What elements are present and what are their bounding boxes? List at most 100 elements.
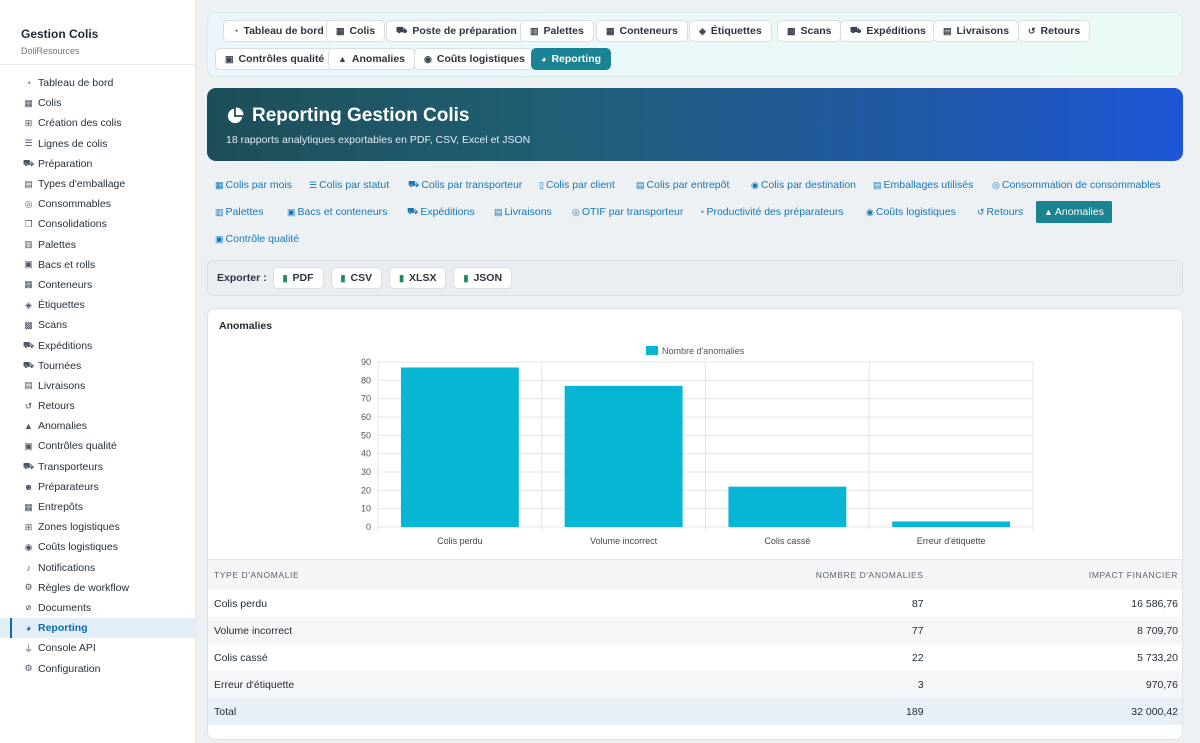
pallet-icon: ▥ [530, 25, 539, 36]
report-link-colis-par-client[interactable]: ▯ Colis par client [535, 175, 619, 195]
report-link-anomalies[interactable]: ▲ Anomalies [1036, 201, 1112, 223]
report-link-label: Colis par client [545, 179, 615, 191]
report-link-label: Anomalies [1054, 206, 1104, 218]
table-cell: 5 733,20 [929, 644, 1182, 671]
tab-expeditions[interactable]: ⛟ Expéditions [840, 20, 936, 42]
sidebar-item-couts-logistiques[interactable]: ◉ Coûts logistiques [0, 537, 195, 557]
sidebar-item-palettes[interactable]: ▥ Palettes [0, 235, 195, 255]
report-link-colis-par-mois[interactable]: ▦ Colis par mois [211, 175, 296, 195]
tab-etiquettes[interactable]: ◈ Étiquettes [689, 20, 772, 42]
report-link-livraisons[interactable]: ▤ Livraisons [490, 202, 556, 222]
sidebar-item-preparation[interactable]: ⛟ Préparation [0, 154, 195, 174]
tab-conteneurs[interactable]: ▦ Conteneurs [596, 20, 688, 42]
x-tick-label: Colis cassé [764, 536, 810, 546]
truck-icon: ⛟ [22, 460, 35, 471]
undo-icon: ↺ [24, 400, 33, 411]
sidebar-item-label: Contrôles qualité [38, 440, 117, 453]
bar-colis-casse [728, 486, 847, 527]
sidebar-item-retours[interactable]: ↺ Retours [0, 396, 195, 416]
sidebar-item-zones-logistiques[interactable]: ⊞ Zones logistiques [0, 517, 195, 537]
report-link-retours[interactable]: ↺ Retours [973, 202, 1027, 222]
sidebar-item-livraisons[interactable]: ▤ Livraisons [0, 376, 195, 396]
sidebar-item-creation-des-colis[interactable]: ⊞ Création des colis [0, 113, 195, 133]
sidebar-item-expeditions[interactable]: ⛟ Expéditions [0, 335, 195, 355]
tab-couts-logistiques[interactable]: ◉ Coûts logistiques [414, 48, 535, 70]
tab-retours[interactable]: ↺ Retours [1018, 20, 1091, 42]
chart-pie-icon [227, 107, 244, 124]
sidebar-item-regles-de-workflow[interactable]: ⚙ Règles de workflow [0, 578, 195, 598]
undo-icon: ↺ [1028, 25, 1036, 36]
report-link-expeditions[interactable]: ⛟ Expéditions [403, 202, 479, 222]
total-cell: Total [208, 698, 628, 725]
tab-anomalies[interactable]: ▲ Anomalies [328, 48, 416, 70]
export-csv-button[interactable]: ▮ CSV [330, 267, 383, 289]
sidebar-item-preparateurs[interactable]: ☻ Préparateurs [0, 477, 195, 497]
tab-colis[interactable]: ▦ Colis [326, 20, 386, 42]
sidebar-item-types-d-emballage[interactable]: ▤ Types d'emballage [0, 174, 195, 194]
tab-palettes[interactable]: ▥ Palettes [520, 20, 594, 42]
sidebar-item-bacs-et-rolls[interactable]: ▣ Bacs et rolls [0, 255, 195, 275]
sidebar-item-scans[interactable]: ▩ Scans [0, 315, 195, 335]
sidebar-item-tournees[interactable]: ⛟ Tournées [0, 356, 195, 376]
sidebar-item-label: Documents [38, 601, 92, 614]
sidebar-item-controles-qualite[interactable]: ▣ Contrôles qualité [0, 436, 195, 456]
report-link-colis-par-destination[interactable]: ◉ Colis par destination [747, 175, 860, 195]
legend-swatch [646, 346, 658, 355]
table-row: Volume incorrect 77 8 709,70 [208, 617, 1182, 644]
y-tick-label: 0 [366, 522, 371, 532]
tab-label: Poste de préparation [412, 25, 517, 37]
report-link-colis-par-entrepot[interactable]: ▤ Colis par entrepôt [632, 175, 733, 195]
sidebar-item-consolidations[interactable]: ❐ Consolidations [0, 214, 195, 234]
report-link-bacs-et-conteneurs[interactable]: ▣ Bacs et conteneurs [283, 202, 391, 222]
table-cell: 3 [628, 671, 930, 698]
report-link-controle-qualite[interactable]: ▣ Contrôle qualité [211, 229, 303, 249]
report-link-couts-logistiques[interactable]: ◉ Coûts logistiques [862, 202, 960, 222]
sidebar-item-configuration[interactable]: ⚙ Configuration [0, 658, 195, 678]
sidebar-item-colis[interactable]: ▦ Colis [0, 93, 195, 113]
sidebar-item-label: Création des colis [38, 117, 122, 130]
sidebar-item-entrepots[interactable]: ▦ Entrepôts [0, 497, 195, 517]
sidebar-item-label: Scans [38, 319, 68, 332]
report-link-productivite-des-preparateurs[interactable]: ◔ Productivité des préparateurs [695, 202, 848, 222]
y-tick-label: 10 [361, 504, 371, 514]
sidebar-item-consommables[interactable]: ◎ Consommables [0, 194, 195, 214]
sidebar-item-console-api[interactable]: ⏚ Console API [0, 638, 195, 658]
export-json-button[interactable]: ▮ JSON [453, 267, 513, 289]
sidebar-item-documents[interactable]: ⌀ Documents [0, 598, 195, 618]
report-link-colis-par-statut[interactable]: ☰ Colis par statut [305, 175, 393, 195]
report-link-otif-par-transporteur[interactable]: ◎ OTIF par transporteur [568, 202, 687, 222]
chart-pie-icon: ◕ [541, 54, 547, 64]
sidebar-item-tableau-de-bord[interactable]: ◔ Tableau de bord [0, 73, 195, 93]
tags-icon: ◈ [25, 299, 32, 310]
tab-poste-de-preparation[interactable]: ⛟ Poste de préparation [386, 20, 527, 42]
sidebar-item-etiquettes[interactable]: ◈ Étiquettes [0, 295, 195, 315]
report-link-colis-par-transporteur[interactable]: ⛟ Colis par transporteur [404, 175, 526, 195]
sidebar-item-anomalies[interactable]: ▲ Anomalies [0, 416, 195, 436]
page-title: Reporting Gestion Colis [252, 105, 470, 126]
users-icon: ☻ [23, 481, 34, 492]
report-link-consommation-de-consommables[interactable]: ◎ Consommation de consommables [988, 175, 1165, 195]
sidebar-item-reporting[interactable]: ◕ Reporting [0, 618, 195, 639]
tab-label: Palettes [543, 25, 584, 37]
tab-scans[interactable]: ▩ Scans [777, 20, 842, 42]
sidebar-item-conteneurs[interactable]: ▦ Conteneurs [0, 275, 195, 295]
sidebar-item-label: Conteneurs [38, 278, 93, 291]
sidebar-item-notifications[interactable]: ♪ Notifications [0, 558, 195, 578]
report-link-label: Colis par mois [225, 179, 293, 191]
export-xlsx-button[interactable]: ▮ XLSX [389, 267, 447, 289]
sidebar-item-transporteurs[interactable]: ⛟ Transporteurs [0, 457, 195, 477]
table-row: Colis perdu 87 16 586,76 [208, 590, 1182, 617]
route-icon: ⛟ [22, 359, 35, 370]
coins-icon: ◉ [24, 541, 33, 552]
total-cell: 32 000,42 [929, 698, 1182, 725]
tab-livraisons[interactable]: ▤ Livraisons [933, 20, 1020, 42]
tab-tableau-de-bord[interactable]: ◔ Tableau de bord [223, 20, 334, 42]
report-link-palettes[interactable]: ▥ Palettes [211, 202, 267, 222]
report-link-emballages-utilises[interactable]: ▤ Emballages utilisés [869, 175, 977, 195]
dashboard-icon: ◔ [233, 26, 239, 36]
paperclip-icon: ⌀ [25, 602, 32, 613]
sidebar-item-lignes-de-colis[interactable]: ☰ Lignes de colis [0, 134, 195, 154]
tab-reporting[interactable]: ◕ Reporting [531, 48, 612, 70]
tab-controles-qualite[interactable]: ▣ Contrôles qualité [215, 48, 335, 70]
export-pdf-button[interactable]: ▮ PDF [272, 267, 324, 289]
